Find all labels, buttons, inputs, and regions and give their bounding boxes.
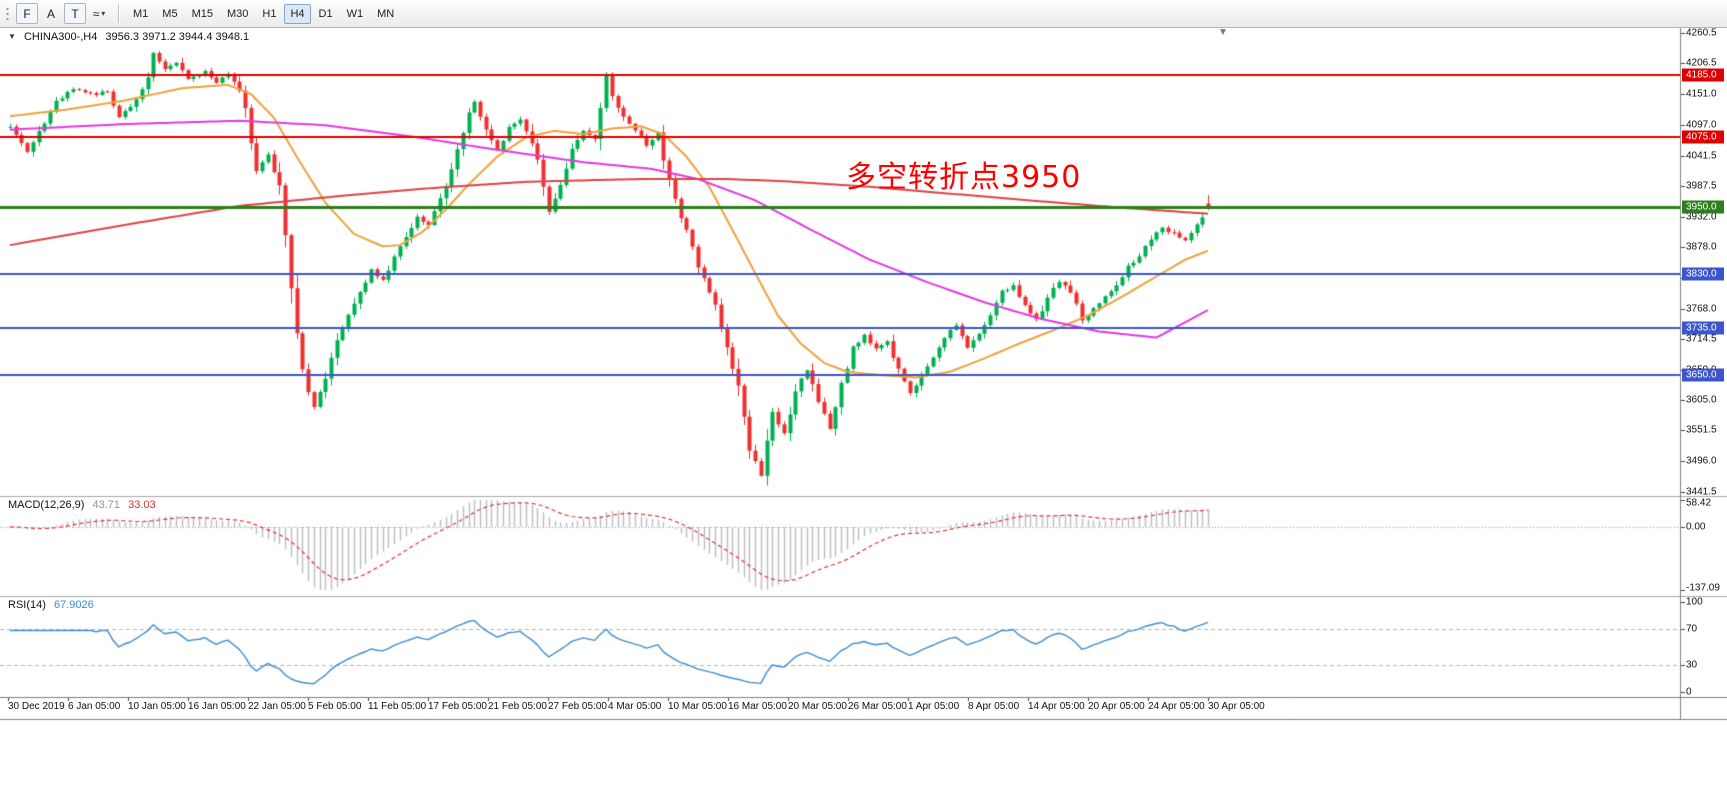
text-tool-button[interactable]: T	[64, 3, 86, 24]
timeframe-button-m30[interactable]: M30	[221, 4, 254, 24]
toolbar: F A T ≈ ▾ M1 M5 M15 M30 H1 H4 D1 W1 MN	[0, 0, 1727, 28]
timeframe-button-h4[interactable]: H4	[284, 3, 311, 24]
ohlc-values: 3956.3 3971.2 3944.4 3948.1	[105, 31, 250, 43]
timeframe-button-h1[interactable]: H1	[256, 4, 282, 24]
toolbar-grip[interactable]	[5, 4, 10, 23]
macd-label: MACD(12,26,9) 43.71 33.03	[8, 499, 161, 511]
rsi-title: RSI(14)	[8, 599, 46, 611]
arrow-label-tool-button[interactable]: A	[40, 3, 62, 24]
macd-value-signal: 33.03	[128, 499, 156, 511]
rsi-label: RSI(14) 67.9026	[8, 599, 99, 611]
cycle-lines-button[interactable]: ≈ ▾	[88, 3, 110, 24]
chart-tool-button[interactable]: F	[16, 3, 38, 24]
rsi-value: 67.9026	[53, 599, 94, 611]
macd-value-main: 43.71	[92, 499, 121, 511]
timeframe-button-mn[interactable]: MN	[371, 4, 400, 24]
text-annotation[interactable]: 多空转折点3950	[846, 160, 1082, 195]
symbol-period-label: CHINA300-,H4	[23, 31, 98, 43]
timeframe-button-m5[interactable]: M5	[156, 4, 183, 24]
timeframe-group: M1 M5 M15 M30 H1 H4 D1 W1 MN	[126, 3, 401, 24]
timeframe-button-m1[interactable]: M1	[127, 4, 154, 24]
symbol-dropdown-icon[interactable]: ▼	[8, 32, 16, 41]
cycle-lines-button-dropdown-icon[interactable]: ▾	[101, 9, 106, 18]
chart-shift-marker[interactable]: ▼	[1218, 27, 1228, 38]
symbol-ohlc-label: ▼ CHINA300-,H4 3956.3 3971.2 3944.4 3948…	[8, 31, 254, 43]
drawing-tools-group: F A T ≈ ▾	[15, 3, 111, 24]
timeframe-button-m15[interactable]: M15	[186, 4, 219, 24]
toolbar-separator	[118, 4, 119, 23]
macd-title: MACD(12,26,9)	[8, 499, 85, 511]
timeframe-button-w1[interactable]: W1	[341, 4, 370, 24]
timeframe-button-d1[interactable]: D1	[313, 4, 339, 24]
